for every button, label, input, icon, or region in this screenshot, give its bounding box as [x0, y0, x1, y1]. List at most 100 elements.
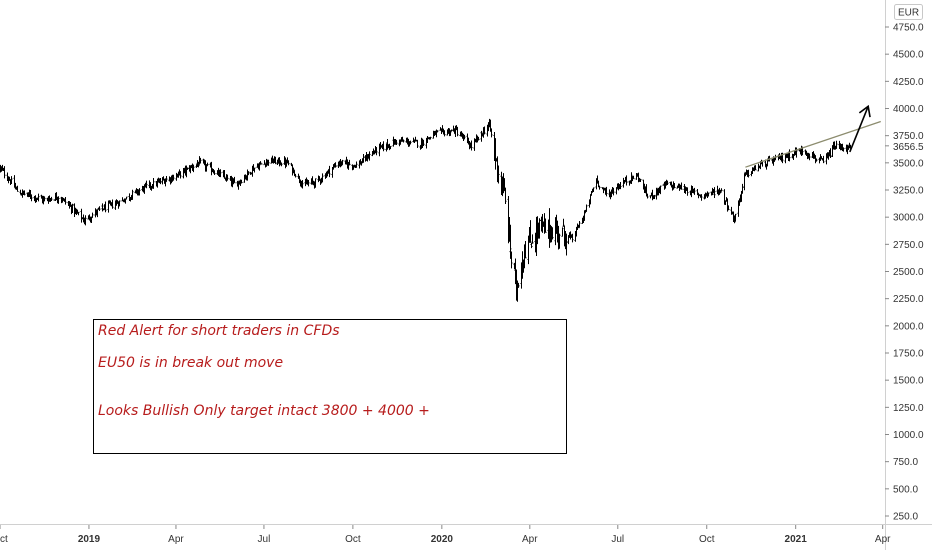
candle — [693, 187, 696, 195]
candle — [483, 126, 486, 135]
candle — [37, 193, 40, 202]
candle — [334, 162, 337, 168]
candle — [630, 172, 633, 185]
candle — [531, 234, 534, 244]
candle — [625, 177, 628, 185]
y-tick-label: 1250.0 — [893, 403, 924, 414]
drawings-layer — [745, 104, 881, 168]
candle — [734, 213, 737, 222]
candle — [355, 161, 358, 168]
x-tick-label: Apr — [168, 534, 184, 545]
candle — [530, 242, 533, 249]
currency-badge[interactable]: EUR — [894, 4, 923, 20]
candle — [720, 188, 723, 192]
candle — [544, 218, 547, 233]
candle — [561, 227, 564, 237]
candle — [382, 141, 385, 152]
candle — [666, 180, 669, 185]
candle — [436, 130, 439, 133]
candle — [795, 147, 798, 158]
candle — [219, 169, 222, 178]
candle — [490, 128, 493, 138]
candle — [653, 194, 656, 199]
candle — [172, 174, 175, 181]
candle — [294, 173, 297, 178]
candle — [808, 153, 811, 161]
y-tick-label: 1750.0 — [893, 349, 924, 360]
y-tick-label: 250.0 — [893, 512, 918, 523]
y-tick-label: 1000.0 — [893, 430, 924, 441]
candle — [84, 215, 87, 226]
candle — [741, 183, 744, 194]
candle — [716, 185, 719, 195]
price-axis[interactable]: 250.0 500.0 750.0 1000.0 1250.0 1500.0 1750.0 2… — [885, 23, 924, 523]
x-tick-label: 2019 — [78, 534, 101, 545]
candle — [280, 162, 283, 167]
candle — [422, 139, 425, 147]
candle — [504, 187, 507, 204]
candle — [578, 220, 581, 228]
candle — [550, 226, 553, 243]
time-axis[interactable]: Oct 2019 Apr Jul Oct 2020 Apr Jul Oct 2021 Apr — [0, 525, 891, 545]
candle — [524, 241, 527, 259]
x-tick-label: Oct — [0, 534, 8, 545]
y-tick-label: 750.0 — [893, 457, 918, 468]
candle — [362, 153, 365, 163]
candle — [101, 203, 104, 212]
candle — [592, 187, 595, 193]
candle — [43, 197, 46, 202]
candle — [118, 200, 121, 207]
candle — [538, 218, 541, 239]
candle — [3, 166, 6, 179]
candle — [314, 178, 317, 188]
x-tick-label: Apr — [875, 534, 891, 545]
candle — [529, 220, 532, 243]
candle — [696, 189, 699, 196]
candle — [747, 169, 750, 178]
candle — [477, 136, 480, 141]
breakout-arrow-head-icon[interactable] — [858, 104, 871, 118]
candle — [733, 215, 736, 224]
x-tick-label: Jul — [611, 534, 624, 545]
candle — [510, 251, 513, 269]
candle — [402, 139, 405, 143]
candle — [707, 192, 710, 197]
currency-label: EUR — [898, 8, 919, 19]
candle — [470, 140, 473, 151]
candle — [429, 136, 432, 140]
candle — [206, 162, 209, 166]
candle — [192, 164, 195, 173]
candle — [700, 194, 703, 201]
candle — [646, 193, 649, 199]
y-tick-label: 4500.0 — [893, 50, 924, 61]
candle — [389, 145, 392, 150]
candle — [328, 165, 331, 178]
last-price-label: 3656.5 — [893, 142, 924, 153]
resistance-trendline[interactable] — [745, 120, 881, 168]
annotation-box[interactable]: Red Alert for short traders in CFDs EU50… — [93, 319, 567, 454]
y-tick-label: 1500.0 — [893, 376, 924, 387]
candle — [253, 167, 256, 173]
x-tick-label: Oct — [345, 534, 361, 545]
candle — [226, 174, 229, 181]
breakout-arrow-shaft[interactable] — [849, 106, 869, 153]
candle — [274, 156, 277, 165]
y-tick-label: 2750.0 — [893, 240, 924, 251]
candle — [713, 189, 716, 199]
candle — [822, 155, 825, 164]
y-tick-label: 3500.0 — [893, 158, 924, 169]
candle — [680, 182, 683, 190]
candle — [754, 165, 757, 171]
candle — [655, 187, 658, 200]
y-tick-label: 4750.0 — [893, 23, 924, 34]
y-tick-label: 3250.0 — [893, 186, 924, 197]
candle — [341, 159, 344, 166]
y-tick-label: 4000.0 — [893, 104, 924, 115]
candle — [565, 233, 568, 256]
candle — [497, 165, 500, 184]
candle — [57, 196, 60, 204]
candle — [571, 233, 574, 243]
candle — [125, 196, 128, 200]
candle — [199, 157, 202, 164]
